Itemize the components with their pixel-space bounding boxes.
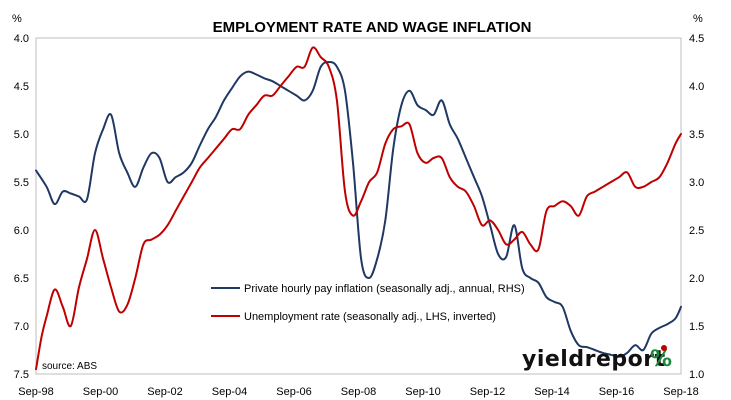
legend: Private hourly pay inflation (seasonally… (211, 283, 525, 323)
legend-label-pay-inflation: Private hourly pay inflation (seasonally… (244, 283, 525, 295)
left-tick-label: 4.0 (14, 33, 29, 45)
x-tick-label: Sep-04 (212, 386, 247, 398)
left-axis: 4.0 4.5 5.0 5.5 6.0 6.5 7.0 7.5 (14, 33, 29, 381)
series-line-unemployment (35, 46, 682, 371)
x-tick-label: Sep-10 (405, 386, 440, 398)
left-tick-label: 5.0 (14, 129, 29, 141)
right-axis: 1.0 1.5 2.0 2.5 3.0 3.5 4.0 4.5 (689, 33, 704, 381)
right-tick-label: 1.5 (689, 321, 704, 333)
plot-area-frame (35, 37, 682, 375)
brand-dot-icon (661, 345, 667, 351)
right-tick-label: 1.0 (689, 369, 704, 381)
x-tick-label: Sep-16 (599, 386, 634, 398)
right-axis-unit: % (693, 13, 703, 25)
left-tick-label: 6.5 (14, 273, 29, 285)
left-axis-unit: % (12, 13, 22, 25)
x-axis: Sep-98 Sep-00 Sep-02 Sep-04 Sep-06 Sep-08 Sep-… (18, 386, 698, 398)
right-tick-label: 3.0 (689, 177, 704, 189)
right-tick-label: 2.5 (689, 225, 704, 237)
source-note: source: ABS (42, 361, 97, 372)
brand-name: yieldreport (522, 347, 666, 372)
left-tick-label: 7.0 (14, 321, 29, 333)
chart-title: EMPLOYMENT RATE AND WAGE INFLATION (213, 19, 532, 36)
series-line-pay-inflation (35, 61, 682, 358)
right-tick-label: 4.5 (689, 33, 704, 45)
x-tick-label: Sep-12 (470, 386, 505, 398)
brand-percent-icon: % (650, 347, 672, 372)
right-tick-label: 2.0 (689, 273, 704, 285)
x-tick-label: Sep-18 (663, 386, 698, 398)
left-tick-label: 7.5 (14, 369, 29, 381)
right-tick-label: 3.5 (689, 129, 704, 141)
x-tick-label: Sep-08 (341, 386, 376, 398)
legend-label-unemployment: Unemployment rate (seasonally adj., LHS,… (244, 311, 496, 323)
x-tick-label: Sep-98 (18, 386, 53, 398)
yieldreport-logo: yieldreport % (522, 345, 672, 372)
x-tick-label: Sep-06 (276, 386, 311, 398)
x-tick-label: Sep-02 (147, 386, 182, 398)
series-layer (35, 46, 682, 371)
x-tick-label: Sep-14 (534, 386, 569, 398)
left-tick-label: 6.0 (14, 225, 29, 237)
right-tick-label: 4.0 (689, 81, 704, 93)
left-tick-label: 5.5 (14, 177, 29, 189)
left-tick-label: 4.5 (14, 81, 29, 93)
x-tick-label: Sep-00 (83, 386, 118, 398)
